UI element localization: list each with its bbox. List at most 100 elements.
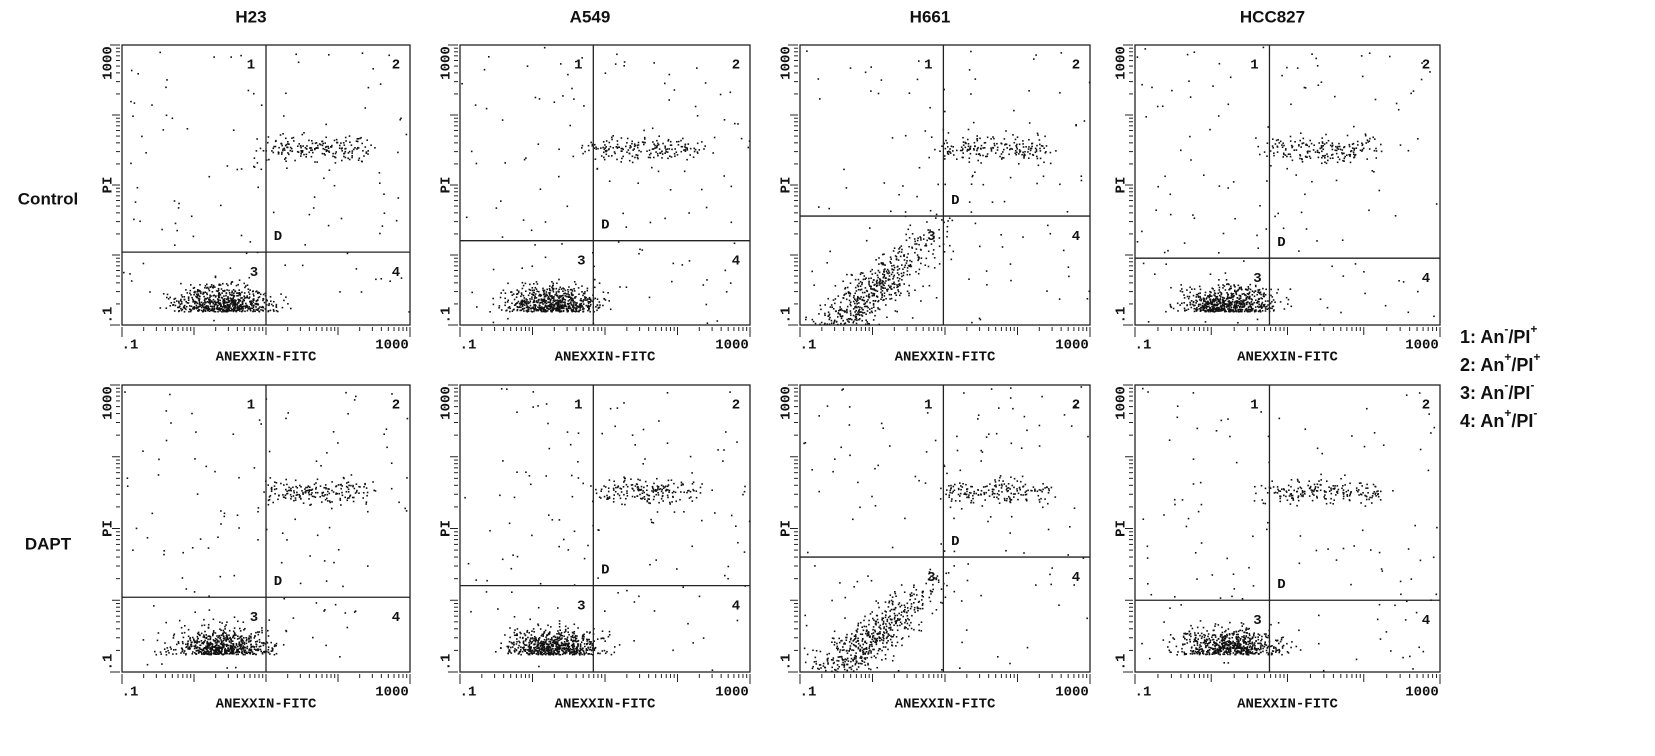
- event-dot: [1239, 305, 1242, 308]
- event-dot: [657, 154, 659, 157]
- event-dot: [302, 493, 304, 495]
- event-dot: [302, 491, 304, 494]
- event-dot: [1257, 298, 1260, 300]
- event-dot: [181, 641, 184, 643]
- event-dot: [948, 217, 951, 219]
- event-dot: [1196, 300, 1198, 303]
- event-dot: [345, 147, 347, 150]
- event-dot: [1279, 301, 1282, 303]
- event-dot: [863, 311, 866, 314]
- event-dot: [575, 302, 577, 304]
- event-dot: [302, 145, 304, 147]
- event-dot: [230, 640, 233, 642]
- event-dot: [1256, 293, 1258, 296]
- event-dot: [1039, 143, 1041, 146]
- event-dot: [534, 293, 537, 295]
- event-dot: [724, 269, 727, 272]
- event-dot: [1260, 305, 1262, 308]
- event-dot: [293, 499, 295, 502]
- event-dot: [824, 322, 826, 325]
- event-dot: [1181, 302, 1183, 305]
- event-dot: [1226, 283, 1228, 286]
- event-dot: [890, 273, 893, 276]
- event-dot: [243, 282, 246, 285]
- event-dot: [199, 291, 202, 293]
- event-dot: [993, 144, 996, 147]
- event-dot: [145, 152, 147, 154]
- event-dot: [519, 302, 521, 305]
- event-dot: [172, 637, 175, 639]
- event-dot: [215, 303, 217, 305]
- event-dot: [1209, 298, 1211, 301]
- event-dot: [540, 310, 543, 313]
- event-dot: [365, 503, 367, 505]
- event-dot: [200, 640, 203, 642]
- event-dot: [844, 322, 847, 324]
- event-dot: [236, 309, 238, 312]
- event-dot: [220, 523, 222, 525]
- event-dot: [347, 491, 350, 493]
- event-dot: [212, 633, 214, 636]
- event-dot: [1207, 295, 1209, 298]
- event-dot: [569, 124, 571, 127]
- event-dot: [310, 489, 312, 491]
- event-dot: [283, 496, 286, 499]
- event-dot: [567, 291, 570, 293]
- event-dot: [916, 254, 919, 256]
- event-dot: [581, 147, 583, 149]
- event-dot: [833, 322, 835, 325]
- event-dot: [873, 306, 875, 308]
- event-dot: [1204, 303, 1206, 305]
- event-dot: [891, 265, 893, 267]
- event-dot: [966, 150, 968, 152]
- event-dot: [858, 314, 861, 316]
- event-dot: [360, 291, 363, 293]
- event-dot: [535, 300, 538, 302]
- event-dot: [949, 244, 951, 247]
- event-dot: [293, 490, 295, 492]
- event-dot: [625, 226, 628, 228]
- event-dot: [852, 321, 854, 324]
- event-dot: [541, 306, 543, 308]
- event-dot: [1235, 292, 1237, 294]
- event-dot: [1236, 297, 1239, 299]
- event-dot: [541, 307, 544, 310]
- event-dot: [845, 292, 848, 295]
- event-dot: [567, 310, 569, 313]
- event-dot: [1270, 165, 1272, 167]
- event-dot: [222, 642, 225, 645]
- event-dot: [1237, 289, 1239, 292]
- event-dot: [342, 476, 345, 479]
- event-dot: [215, 290, 218, 292]
- event-dot: [296, 491, 298, 494]
- event-dot: [219, 650, 222, 653]
- event-dot: [1307, 150, 1309, 152]
- event-dot: [1228, 305, 1230, 308]
- event-dot: [281, 144, 283, 147]
- event-dot: [570, 301, 572, 303]
- event-dot: [187, 640, 189, 642]
- event-dot: [938, 245, 941, 248]
- event-dot: [1258, 288, 1261, 291]
- event-dot: [488, 56, 490, 58]
- event-dot: [1216, 309, 1218, 312]
- event-dot: [676, 141, 678, 143]
- event-dot: [533, 304, 535, 306]
- event-dot: [190, 215, 193, 218]
- event-dot: [347, 157, 349, 160]
- event-dot: [523, 297, 526, 299]
- event-dot: [566, 302, 569, 305]
- event-dot: [1207, 310, 1210, 312]
- event-dot: [190, 641, 193, 644]
- event-dot: [1233, 295, 1235, 297]
- event-dot: [227, 305, 230, 308]
- event-dot: [218, 641, 220, 643]
- event-dot: [669, 140, 672, 143]
- event-dot: [1271, 296, 1274, 298]
- event-dot: [232, 307, 235, 309]
- event-dot: [212, 298, 215, 301]
- event-dot: [236, 651, 238, 654]
- event-dot: [531, 296, 533, 298]
- event-dot: [171, 117, 174, 120]
